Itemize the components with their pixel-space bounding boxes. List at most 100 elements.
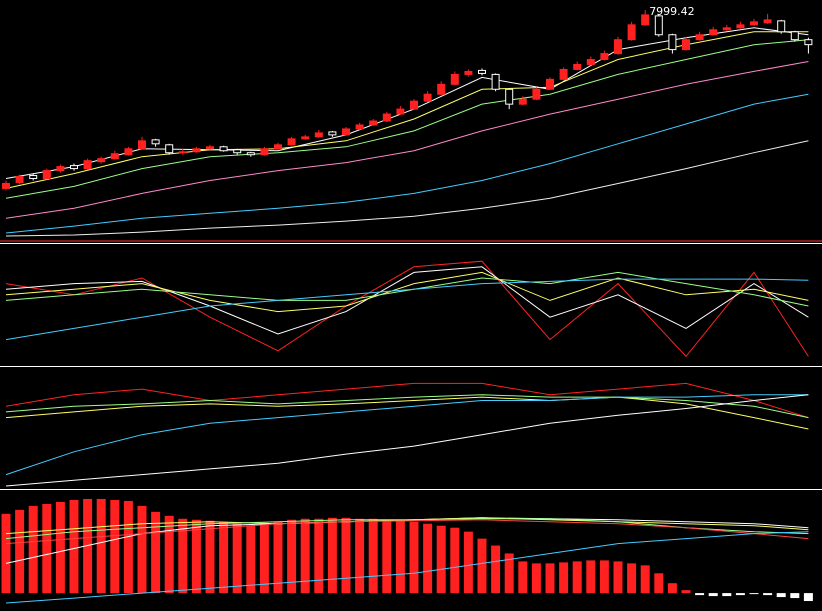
bar: [708, 593, 718, 597]
bar: [300, 518, 310, 594]
candle-body: [192, 148, 201, 153]
candle-body: [695, 34, 704, 41]
bar: [382, 519, 392, 594]
bar: [531, 563, 541, 594]
bar: [681, 590, 691, 594]
candle-body: [124, 148, 133, 156]
candle-body: [287, 138, 296, 146]
bar: [803, 593, 813, 602]
bar: [178, 518, 188, 594]
bar: [259, 523, 269, 594]
candle-body: [804, 39, 813, 46]
candle-body: [777, 20, 786, 33]
bar: [463, 531, 473, 594]
indicator-line: [5, 266, 809, 335]
bar: [654, 573, 664, 594]
candle-body: [15, 176, 24, 183]
candle-body: [328, 131, 337, 136]
bar: [667, 583, 677, 594]
bar: [232, 523, 242, 594]
candle-body: [750, 21, 758, 26]
bar: [28, 505, 38, 594]
bar: [246, 525, 256, 594]
bar: [327, 517, 337, 594]
candle-body: [505, 88, 514, 105]
candle-body: [314, 132, 323, 138]
candle-body: [573, 63, 582, 70]
candle-body: [546, 78, 554, 90]
bar: [545, 563, 555, 594]
candle-body: [559, 68, 568, 80]
candle-body: [722, 27, 731, 31]
bar: [586, 560, 596, 594]
indicator-line: [5, 394, 809, 419]
indicator-line: [5, 260, 809, 358]
indicator-line: [5, 61, 809, 219]
bar: [763, 593, 773, 596]
bar: [1, 513, 11, 594]
candle-body: [478, 69, 486, 74]
candle-body: [763, 19, 772, 24]
candle-body: [274, 144, 282, 150]
indicator-line: [5, 140, 809, 237]
bar: [450, 527, 460, 594]
candle-body: [614, 39, 622, 55]
candle-body: [491, 73, 500, 90]
candle-body: [178, 151, 187, 154]
candle-body: [29, 175, 38, 180]
indicator-line: [5, 531, 809, 604]
bar: [55, 501, 65, 594]
bar: [15, 509, 25, 594]
bar: [151, 511, 161, 594]
bar: [695, 593, 705, 596]
bar: [110, 499, 120, 594]
bar: [219, 521, 229, 594]
bar: [164, 515, 174, 594]
bar: [572, 561, 582, 594]
bar: [69, 499, 79, 594]
bar: [137, 505, 147, 594]
candle-body: [355, 124, 364, 130]
candle-body: [97, 158, 106, 163]
indicator-line: [5, 93, 809, 234]
candle-body: [42, 170, 51, 180]
candle-body: [668, 34, 677, 51]
bar: [273, 521, 283, 594]
bar: [613, 561, 623, 594]
candle-body: [110, 153, 119, 160]
bar: [491, 545, 501, 594]
candle-body: [70, 165, 78, 170]
candle-body: [518, 98, 527, 105]
candle-body: [790, 31, 799, 41]
high-label: 7999.42: [649, 5, 695, 18]
candle-body: [246, 152, 255, 156]
bar: [191, 519, 201, 594]
bar: [409, 521, 419, 594]
indicator-line: [5, 394, 809, 487]
bar: [42, 503, 52, 594]
bar: [123, 500, 133, 594]
candle-body: [396, 108, 405, 115]
indicator-line: [5, 382, 809, 419]
indicator-line: [5, 278, 809, 341]
candle-body: [450, 73, 459, 85]
candle-body: [423, 93, 432, 102]
candle-body: [654, 15, 663, 36]
bar: [287, 519, 297, 594]
indicator-line: [5, 519, 809, 545]
bar: [395, 520, 405, 594]
indicator-line: [5, 396, 809, 430]
candle-body: [342, 128, 350, 136]
candle-body: [736, 24, 745, 29]
candle-body: [83, 160, 92, 170]
bar: [559, 562, 569, 594]
candle-body: [682, 39, 690, 51]
bar: [504, 553, 514, 594]
bar: [423, 523, 433, 594]
candle-body: [165, 144, 174, 154]
candle-body: [382, 113, 391, 122]
candle-body: [437, 83, 446, 95]
candle-body: [627, 24, 636, 41]
